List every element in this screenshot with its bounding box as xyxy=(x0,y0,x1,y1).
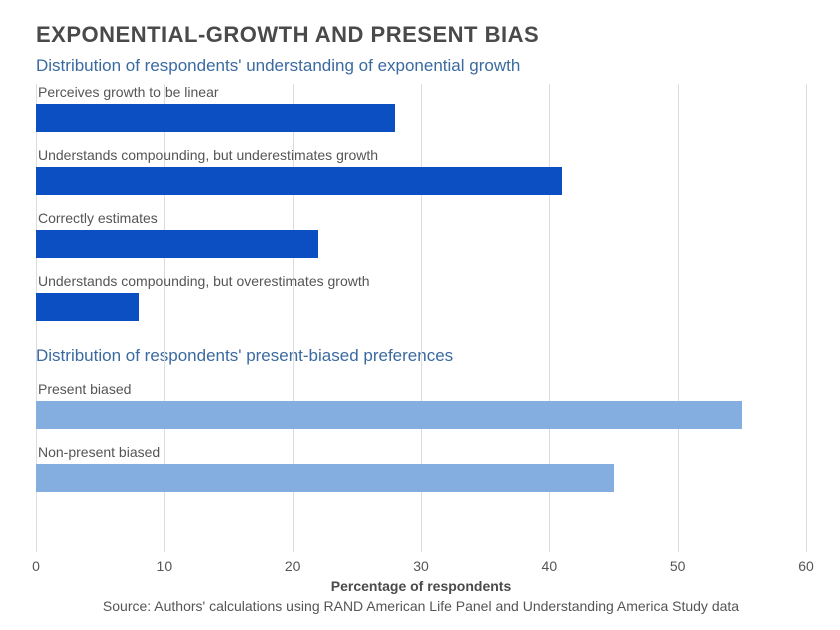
x-tick-label: 30 xyxy=(413,558,429,574)
bar-label: Present biased xyxy=(36,381,806,401)
bar xyxy=(36,104,395,132)
bar-label: Perceives growth to be linear xyxy=(36,84,806,104)
plot-area: Distribution of respondents' present-bia… xyxy=(36,84,806,552)
bar xyxy=(36,293,139,321)
bar xyxy=(36,401,742,429)
chart-title: Exponential-growth and Present Bias xyxy=(36,22,840,48)
chart-container: Exponential-growth and Present Bias Dist… xyxy=(0,0,840,630)
bar-group: Present biased xyxy=(36,381,806,429)
bar-label: Understands compounding, but overestimat… xyxy=(36,273,806,293)
x-tick-label: 10 xyxy=(157,558,173,574)
bar xyxy=(36,464,614,492)
bar-label: Correctly estimates xyxy=(36,210,806,230)
bar xyxy=(36,167,562,195)
bar-label: Understands compounding, but underestima… xyxy=(36,147,806,167)
x-axis-label: Percentage of respondents xyxy=(36,578,806,594)
bar-group: Non-present biased xyxy=(36,444,806,492)
bar xyxy=(36,230,318,258)
x-tick-label: 0 xyxy=(32,558,40,574)
bar-group: Understands compounding, but underestima… xyxy=(36,147,806,195)
x-tick-label: 40 xyxy=(542,558,558,574)
bar-group: Correctly estimates xyxy=(36,210,806,258)
bar-label: Non-present biased xyxy=(36,444,806,464)
section-2-title: Distribution of respondents' present-bia… xyxy=(36,346,453,366)
x-tick-label: 20 xyxy=(285,558,301,574)
bar-group: Perceives growth to be linear xyxy=(36,84,806,132)
gridline xyxy=(806,84,807,552)
x-tick-label: 60 xyxy=(798,558,814,574)
source-caption: Source: Authors' calculations using RAND… xyxy=(36,598,806,614)
section-1-title: Distribution of respondents' understandi… xyxy=(36,56,840,76)
x-tick-label: 50 xyxy=(670,558,686,574)
bar-group: Understands compounding, but overestimat… xyxy=(36,273,806,321)
